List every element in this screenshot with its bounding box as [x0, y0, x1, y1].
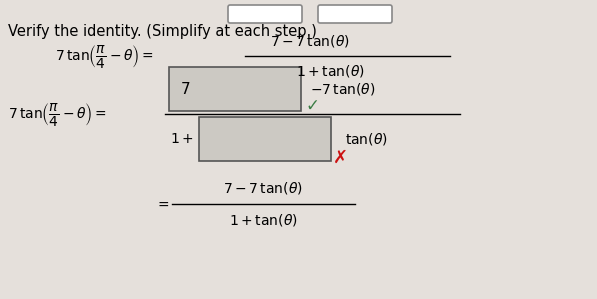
Text: $7-7\,\tan(\theta)$: $7-7\,\tan(\theta)$ [270, 33, 350, 49]
FancyBboxPatch shape [318, 5, 392, 23]
Text: $1+\tan(\theta)$: $1+\tan(\theta)$ [296, 63, 364, 79]
Text: ✓: ✓ [305, 97, 319, 115]
Text: $=$: $=$ [155, 197, 170, 211]
Text: $1+$: $1+$ [170, 132, 193, 146]
FancyBboxPatch shape [228, 5, 302, 23]
FancyBboxPatch shape [199, 117, 331, 161]
Text: $\tan(\theta)$: $\tan(\theta)$ [345, 131, 388, 147]
Text: $7\,\tan\!\left(\dfrac{\pi}{4}-\theta\right)=$: $7\,\tan\!\left(\dfrac{\pi}{4}-\theta\ri… [55, 42, 154, 69]
Text: $7$: $7$ [180, 81, 190, 97]
Text: Verify the identity. (Simplify at each step.): Verify the identity. (Simplify at each s… [8, 24, 317, 39]
FancyBboxPatch shape [169, 67, 301, 111]
Text: $7-7\,\tan(\theta)$: $7-7\,\tan(\theta)$ [223, 180, 303, 196]
Text: $1+\tan(\theta)$: $1+\tan(\theta)$ [229, 212, 297, 228]
Text: ✗: ✗ [333, 149, 347, 167]
Text: $7\,\tan\!\left(\dfrac{\pi}{4}-\theta\right)=$: $7\,\tan\!\left(\dfrac{\pi}{4}-\theta\ri… [8, 100, 107, 127]
Text: $-7\,\tan(\theta)$: $-7\,\tan(\theta)$ [310, 81, 376, 97]
